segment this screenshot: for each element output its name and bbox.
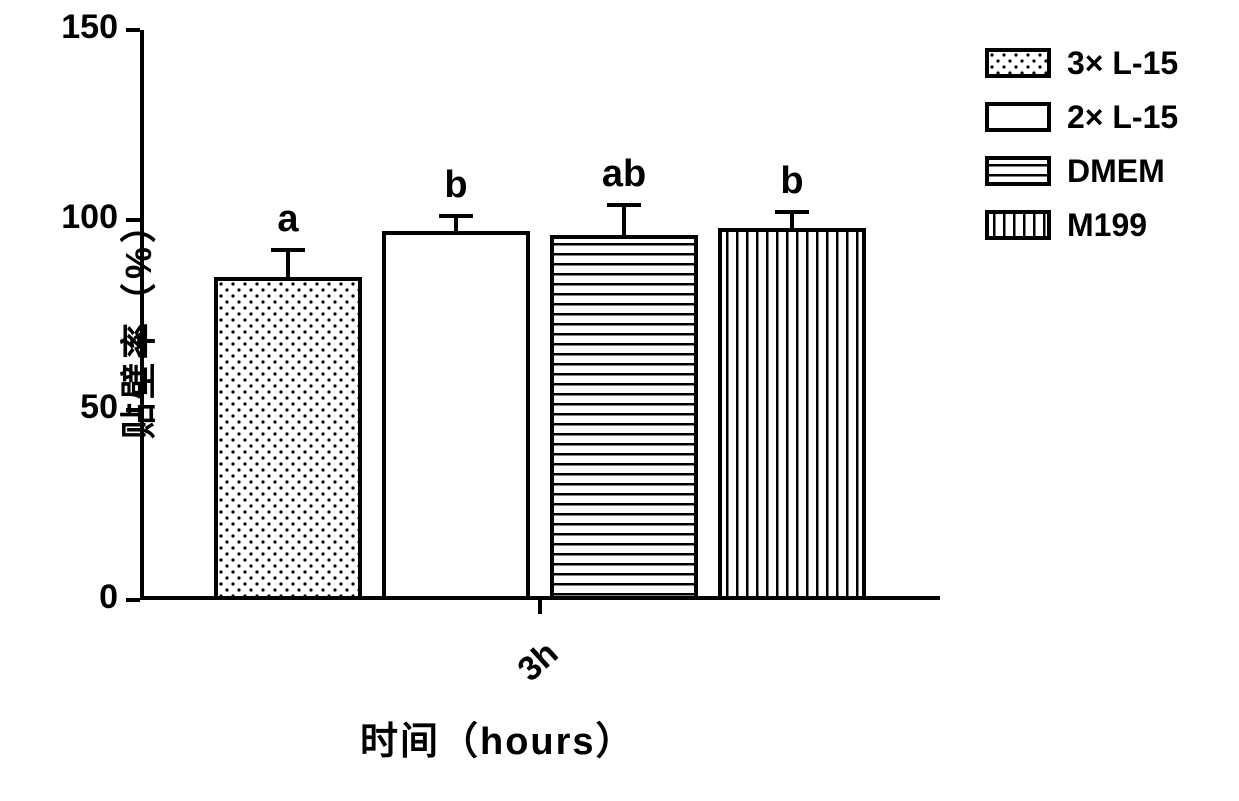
legend-label: 3× L-15 <box>1067 45 1178 82</box>
y-tick-label: 0 <box>99 578 118 617</box>
legend-row: 2× L-15 <box>985 90 1178 144</box>
error-cap <box>775 210 809 214</box>
error-cap <box>439 214 473 218</box>
legend-swatch <box>985 48 1051 78</box>
sig-label: a <box>228 198 348 241</box>
bar-2x_l15 <box>382 231 530 600</box>
legend-row: DMEM <box>985 144 1165 198</box>
error-stem <box>454 216 458 231</box>
x-tick <box>538 600 542 614</box>
legend-label: DMEM <box>1067 153 1165 190</box>
legend-label: M199 <box>1067 207 1147 244</box>
legend-row: 3× L-15 <box>985 36 1178 90</box>
error-cap <box>607 203 641 207</box>
legend-swatch <box>985 210 1051 240</box>
y-axis-title: 贴壁率（%） <box>110 203 162 439</box>
x-axis-title: 时间（hours） <box>360 710 636 765</box>
legend-row: M199 <box>985 198 1147 252</box>
bar-3x_l15 <box>214 277 362 600</box>
error-stem <box>622 205 626 235</box>
y-tick <box>126 28 140 32</box>
bar-dmem <box>550 235 698 600</box>
x-category-label: 3h <box>481 634 567 717</box>
y-tick-label: 150 <box>61 8 118 47</box>
error-stem <box>790 212 794 227</box>
legend-swatch <box>985 102 1051 132</box>
sig-label: b <box>732 160 852 203</box>
sig-label: b <box>396 164 516 207</box>
error-stem <box>286 250 290 277</box>
error-cap <box>271 248 305 252</box>
legend-swatch <box>985 156 1051 186</box>
bar-m199 <box>718 228 866 600</box>
sig-label: ab <box>564 153 684 196</box>
legend-label: 2× L-15 <box>1067 99 1178 136</box>
y-tick <box>126 598 140 602</box>
bar-chart: 050100150贴壁率（%）ababb3h时间（hours）3× L-152×… <box>0 0 1239 801</box>
